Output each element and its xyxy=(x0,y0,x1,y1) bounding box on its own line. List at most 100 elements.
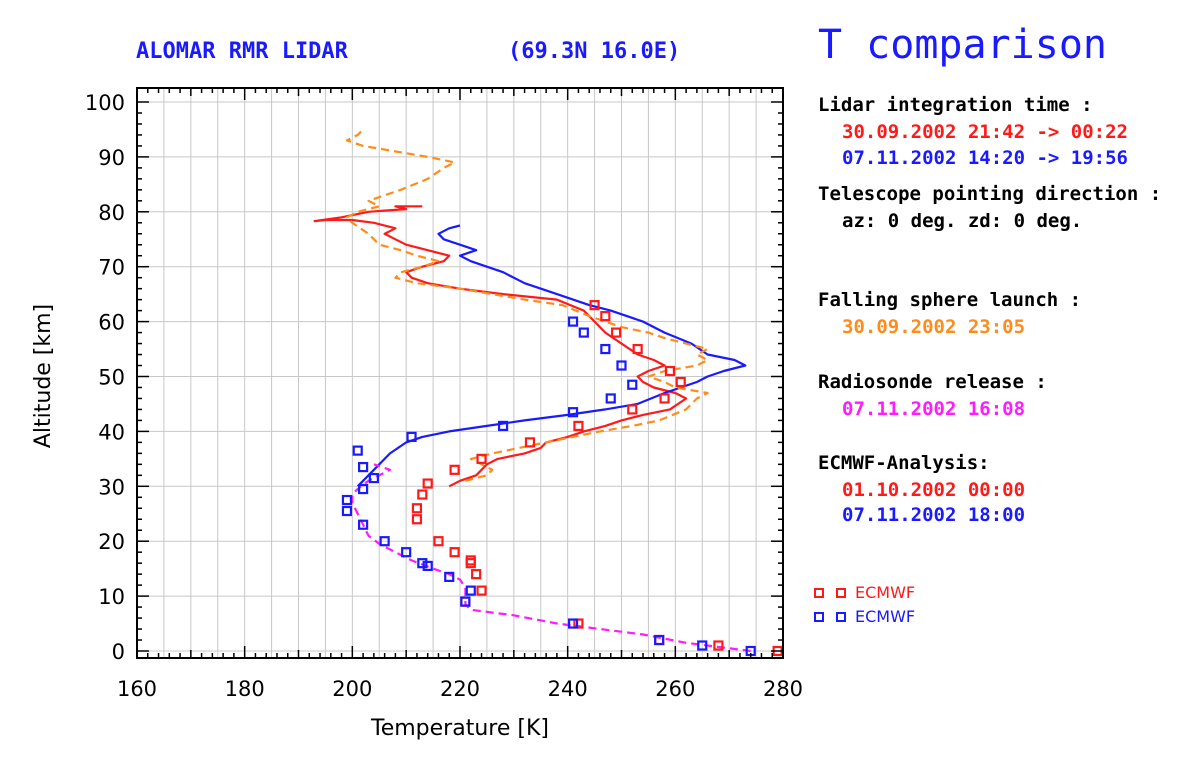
legend-marker-blue-1 xyxy=(814,612,824,622)
series-4-point-9 xyxy=(449,547,460,558)
series-4-point-1 xyxy=(713,640,724,651)
y-tick-label-70: 70 xyxy=(98,256,125,280)
series-4-point-17 xyxy=(524,437,536,448)
series-4-point-19 xyxy=(627,404,638,415)
series-5-point-18 xyxy=(406,431,417,442)
x-tick-label-240: 240 xyxy=(548,677,588,701)
series-4-point-6 xyxy=(471,569,482,580)
legend-marker-red-2 xyxy=(836,588,846,598)
series-5-point-16 xyxy=(358,461,369,473)
series-4-point-25 xyxy=(600,311,611,322)
info-panel: Lidar integration time : 30.09.2002 21:4… xyxy=(818,94,1161,526)
y-tick-label-60: 60 xyxy=(98,311,125,335)
series-5-point-4 xyxy=(460,596,471,607)
x-tick-label-260: 260 xyxy=(655,677,695,701)
lidar-integration-time-blue: 07.11.2002 14:20 -> 19:56 xyxy=(842,147,1128,169)
legend-label-ecmwf-blue: ECMWF xyxy=(855,607,915,626)
ecmwf-analysis-blue: 07.11.2002 18:00 xyxy=(842,504,1025,526)
x-tick-label-220: 220 xyxy=(440,677,480,701)
series-4-point-22 xyxy=(664,365,676,377)
series-5-point-2 xyxy=(654,634,665,646)
y-tick-label-30: 30 xyxy=(98,475,125,499)
series-5-point-1 xyxy=(697,640,708,651)
series-3-line xyxy=(351,463,751,653)
series-4-point-14 xyxy=(422,478,433,489)
chart-title-lidar: ALOMAR RMR LIDAR xyxy=(136,39,349,64)
plot-series xyxy=(313,128,783,657)
y-tick-label-10: 10 xyxy=(98,585,125,609)
series-4-point-5 xyxy=(476,585,487,596)
series-5-point-6 xyxy=(444,571,455,582)
series-4-point-23 xyxy=(632,343,643,355)
series-5-point-19 xyxy=(497,420,509,432)
series-4-point-13 xyxy=(417,489,428,500)
series-4-point-18 xyxy=(573,420,584,432)
series-4-point-8 xyxy=(465,555,476,566)
series-4-point-15 xyxy=(449,464,460,475)
falling-sphere-value: 30.09.2002 23:05 xyxy=(842,316,1025,338)
series-5-point-14 xyxy=(358,483,369,495)
series-5-point-26 xyxy=(567,316,579,327)
series-4-point-16 xyxy=(476,453,487,464)
plot-grid xyxy=(137,88,783,658)
x-axis-label: Temperature [K] xyxy=(370,716,549,741)
chart-title-coordinates: (69.3N 16.0E) xyxy=(508,39,680,64)
series-4-point-10 xyxy=(433,536,444,547)
y-tick-label-50: 50 xyxy=(98,366,125,390)
series-1-line xyxy=(356,224,747,488)
legend-marker-blue-2 xyxy=(836,612,846,622)
y-tick-label-90: 90 xyxy=(98,146,125,170)
series-5-point-5 xyxy=(465,585,476,596)
series-5-point-25 xyxy=(578,327,589,338)
series-4-point-11 xyxy=(411,514,423,525)
series-5-point-10 xyxy=(379,536,390,547)
legend-marker-red-1 xyxy=(814,588,824,598)
x-tick-label-180: 180 xyxy=(225,677,265,701)
series-4-point-3 xyxy=(573,618,584,629)
y-tick-label-80: 80 xyxy=(98,201,125,225)
series-4-point-12 xyxy=(411,503,423,514)
series-5-point-11 xyxy=(358,519,369,530)
series-2-line xyxy=(345,128,709,482)
plot-ticks: 160 180 200 220 240 260 280 0 10 20 30 40 50 60 70 80 90… xyxy=(85,88,803,701)
series-4-point-7 xyxy=(465,558,476,569)
ecmwf-analysis-red: 01.10.2002 00:00 xyxy=(842,479,1025,501)
chart-main-title: T comparison xyxy=(818,22,1107,68)
series-5-point-23 xyxy=(616,360,627,371)
series-0-line xyxy=(313,205,688,488)
series-5-point-17 xyxy=(352,445,363,456)
radiosonde-value: 07.11.2002 16:08 xyxy=(842,398,1025,420)
y-tick-label-0: 0 xyxy=(112,640,125,664)
legend-label-ecmwf-red: ECMWF xyxy=(855,583,915,602)
series-5-point-13 xyxy=(341,494,353,506)
series-5-point-15 xyxy=(368,472,379,484)
lidar-integration-time-red: 30.09.2002 21:42 -> 00:22 xyxy=(842,121,1128,143)
y-axis-label: Altitude [km] xyxy=(31,304,56,448)
series-4-point-26 xyxy=(589,300,600,311)
series-5-point-24 xyxy=(600,343,611,355)
series-5-point-12 xyxy=(341,505,353,517)
series-5-point-9 xyxy=(401,547,412,558)
telescope-value: az: 0 deg. zd: 0 deg. xyxy=(842,210,1082,232)
series-4-point-24 xyxy=(611,327,622,338)
series-5-point-7 xyxy=(422,560,433,572)
y-tick-label-40: 40 xyxy=(98,420,125,444)
series-5-point-8 xyxy=(417,558,428,569)
series-4-point-20 xyxy=(659,393,670,404)
series-4-point-21 xyxy=(675,376,686,388)
y-tick-label-20: 20 xyxy=(98,530,125,554)
telescope-heading: Telescope pointing direction : xyxy=(818,183,1161,205)
lidar-integration-heading: Lidar integration time : xyxy=(818,94,1093,116)
chart-legend: ECMWF ECMWF xyxy=(814,583,915,626)
x-tick-label-160: 160 xyxy=(117,677,157,701)
radiosonde-heading: Radiosonde release : xyxy=(818,371,1047,393)
y-tick-label-100: 100 xyxy=(85,91,125,115)
series-5-point-21 xyxy=(605,393,616,404)
series-5-point-20 xyxy=(567,407,579,418)
falling-sphere-heading: Falling sphere launch : xyxy=(818,289,1081,311)
series-5-point-3 xyxy=(567,618,579,629)
ecmwf-heading: ECMWF-Analysis: xyxy=(818,452,990,474)
x-tick-label-200: 200 xyxy=(332,677,372,701)
series-5-point-22 xyxy=(627,379,638,390)
